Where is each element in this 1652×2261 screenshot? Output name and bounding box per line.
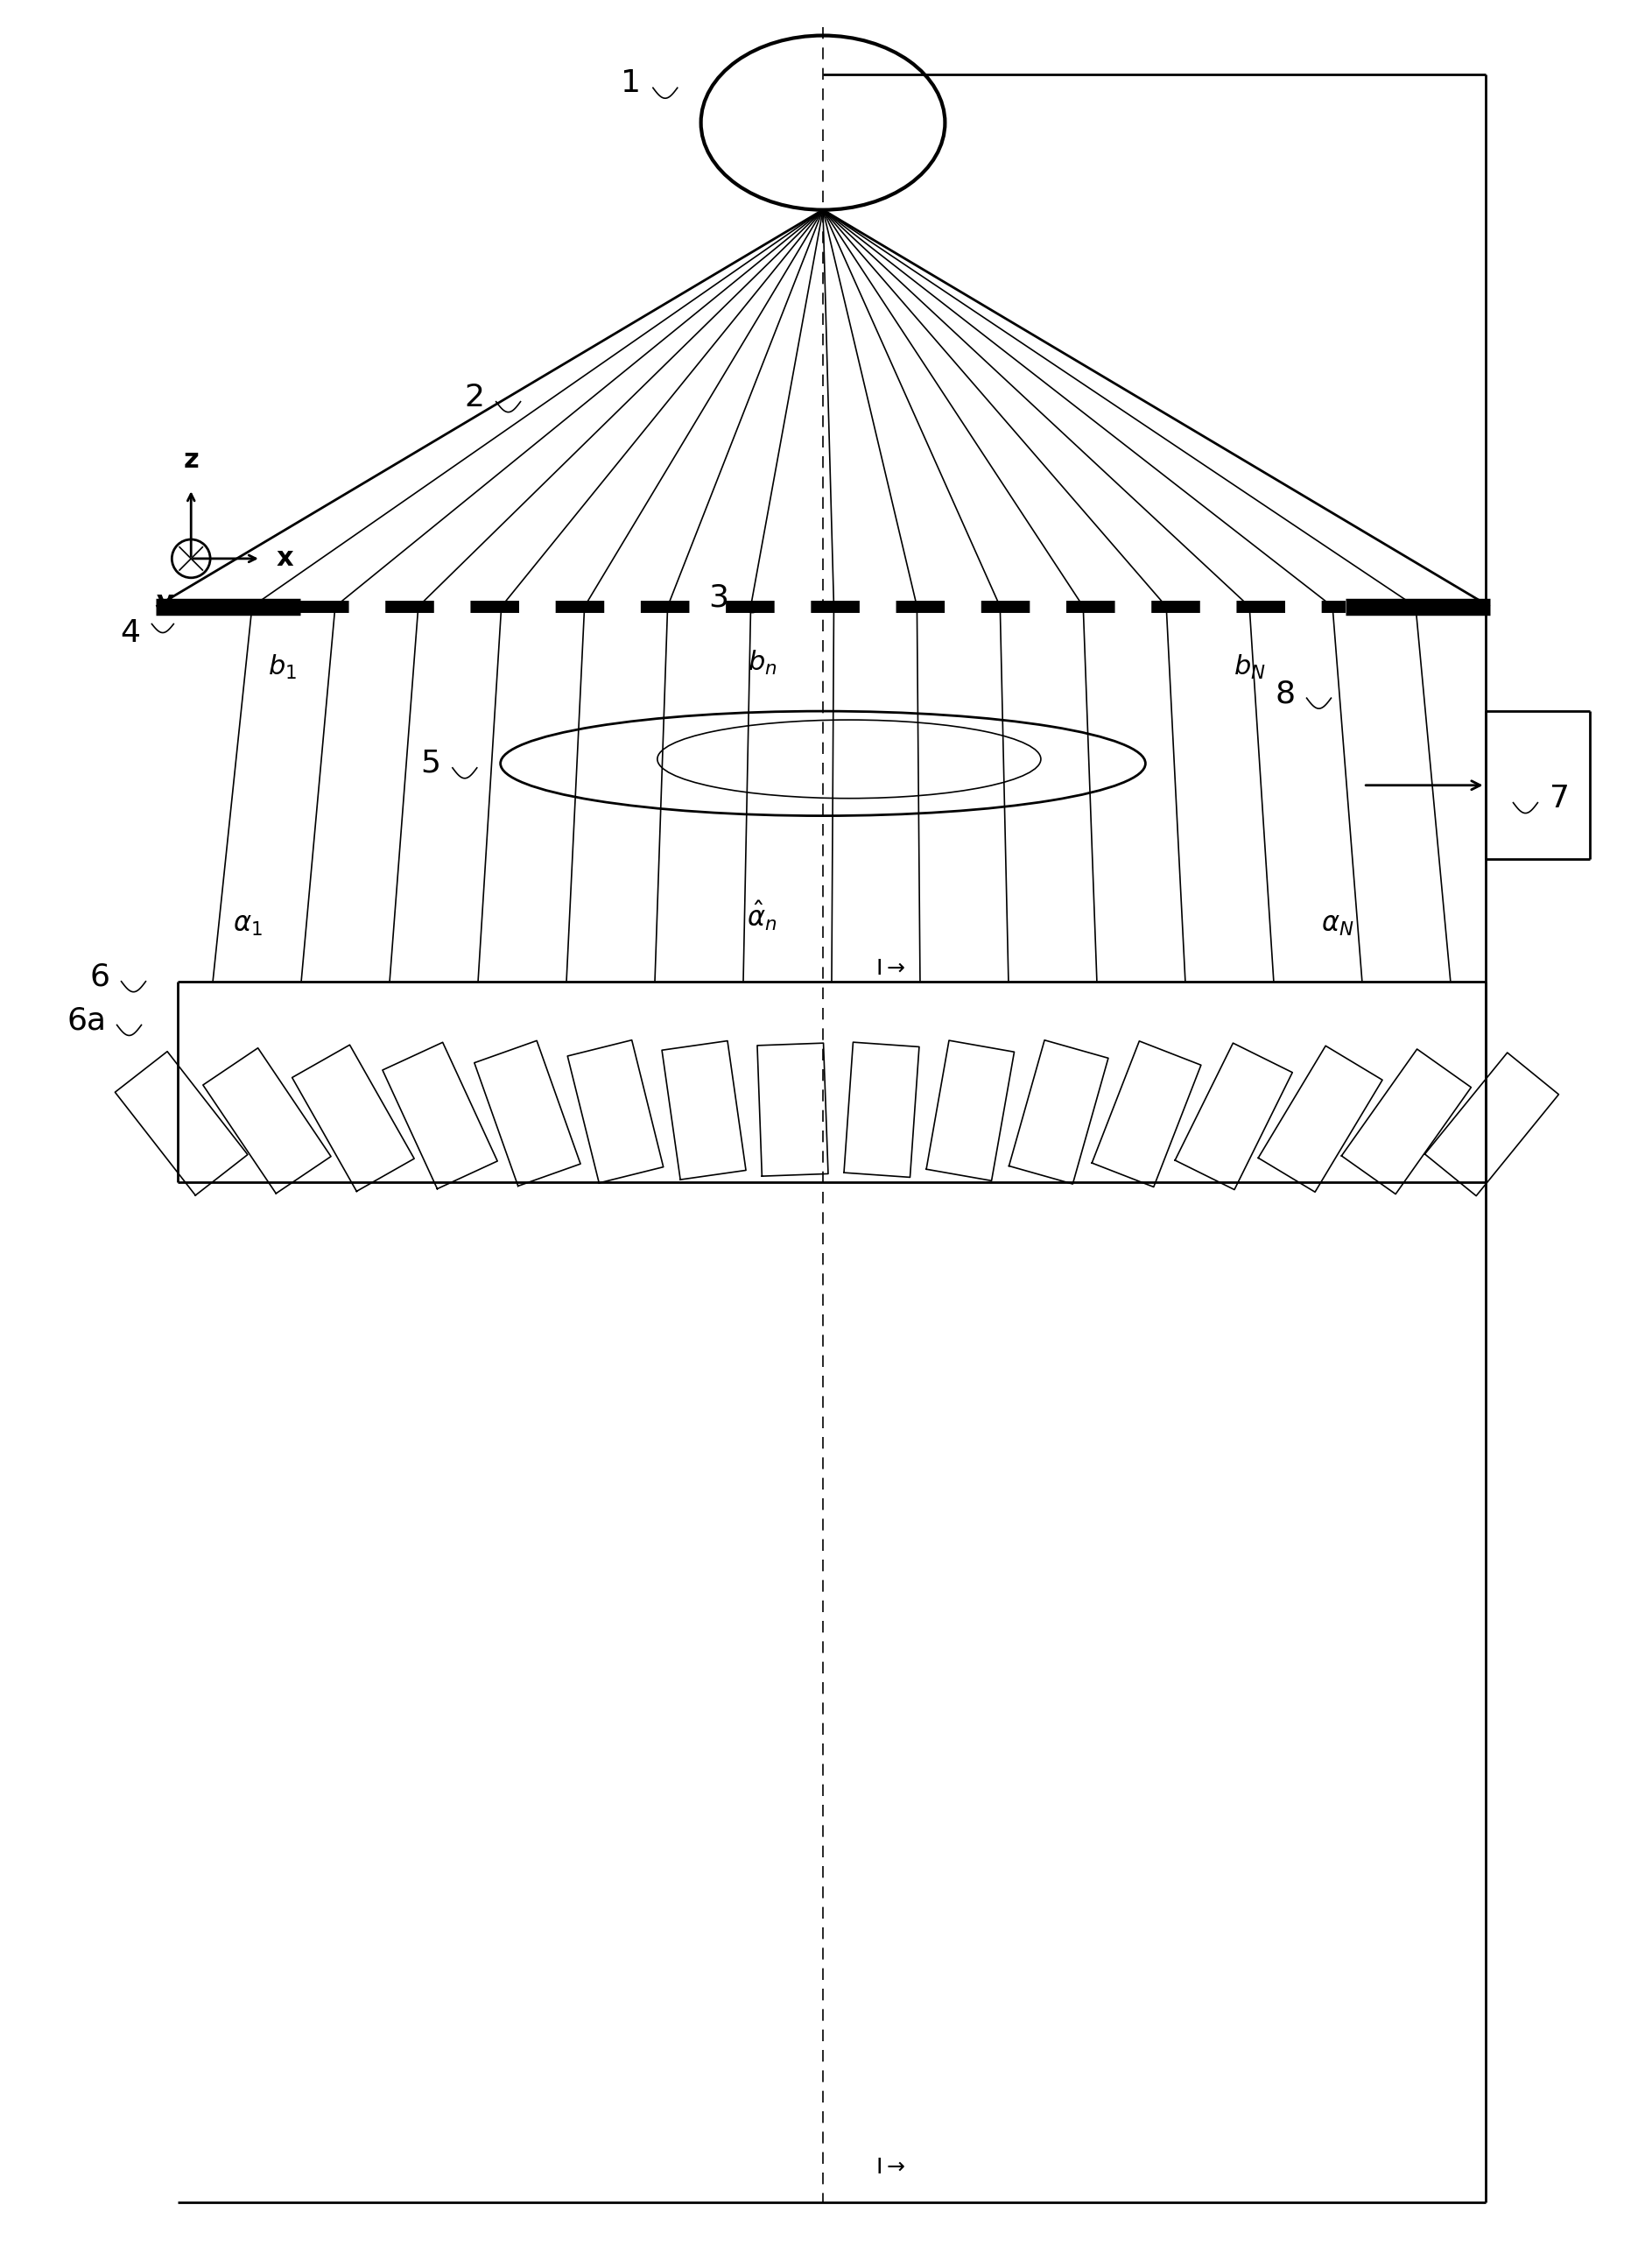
Text: 5: 5 [421, 748, 441, 778]
Text: 1: 1 [621, 68, 641, 97]
Text: z: z [183, 448, 198, 473]
Text: I$\rightarrow$: I$\rightarrow$ [876, 959, 905, 979]
Text: 3: 3 [709, 583, 729, 613]
Text: $b_N$: $b_N$ [1234, 653, 1265, 681]
Text: y: y [157, 590, 173, 615]
Text: 2: 2 [464, 382, 484, 412]
Text: $\alpha_N$: $\alpha_N$ [1320, 911, 1353, 938]
Text: 7: 7 [1550, 785, 1569, 814]
Text: $\alpha_1$: $\alpha_1$ [233, 911, 263, 938]
Text: $\hat{\alpha}_n$: $\hat{\alpha}_n$ [747, 900, 776, 934]
Text: I$\rightarrow$: I$\rightarrow$ [876, 2157, 905, 2177]
Text: 6: 6 [89, 963, 109, 993]
Text: 4: 4 [121, 617, 140, 647]
Text: 8: 8 [1275, 678, 1295, 708]
Text: 6a: 6a [66, 1006, 106, 1036]
Text: x: x [276, 545, 294, 572]
Text: $b_1$: $b_1$ [268, 653, 297, 681]
Text: $b_n$: $b_n$ [747, 649, 776, 678]
